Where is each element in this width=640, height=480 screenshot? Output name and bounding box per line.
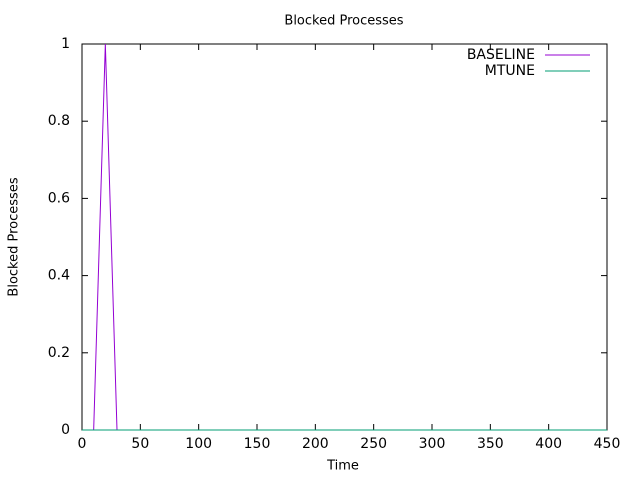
y-tick-label: 0.6: [48, 190, 70, 206]
y-axis-label: Blocked Processes: [7, 177, 22, 296]
legend-label: BASELINE: [467, 47, 535, 63]
x-tick-label: 0: [78, 436, 87, 452]
x-tick-label: 300: [419, 436, 446, 452]
x-tick-label: 200: [302, 436, 329, 452]
x-tick-label: 150: [244, 436, 271, 452]
x-axis-label: Time: [326, 459, 359, 474]
y-tick-label: 1: [61, 36, 70, 52]
x-tick-label: 350: [477, 436, 504, 452]
y-tick-label: 0: [61, 422, 70, 438]
x-tick-label: 400: [535, 436, 562, 452]
chart-title: Blocked Processes: [284, 14, 403, 29]
x-tick-label: 250: [360, 436, 387, 452]
x-tick-label: 50: [131, 436, 149, 452]
y-tick-label: 0.2: [48, 345, 70, 361]
y-tick-label: 0.8: [48, 113, 70, 129]
x-tick-label: 100: [185, 436, 212, 452]
legend-label: MTUNE: [485, 63, 535, 79]
x-tick-label: 450: [594, 436, 621, 452]
y-tick-label: 0.4: [48, 268, 70, 284]
